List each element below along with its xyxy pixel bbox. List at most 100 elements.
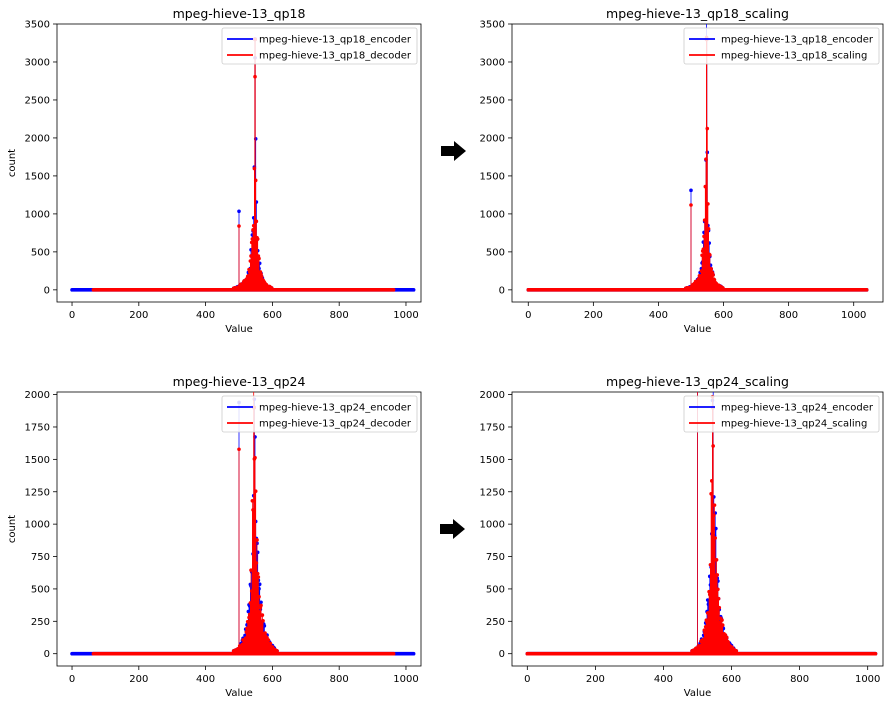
data-point [259, 275, 264, 279]
chart-panel-qp24: mpeg-hieve-13_qp24 0 200 400 600 800 1000 0 250 5… [7, 374, 422, 699]
data-point [707, 589, 711, 594]
data-point [263, 631, 267, 635]
y-tick-label: 0 [44, 285, 50, 296]
data-point [255, 571, 260, 576]
data-point [703, 631, 707, 635]
data-point [703, 624, 708, 629]
data-point [262, 624, 267, 628]
x-axis-label: Value [225, 688, 252, 699]
x-tick-label: 800 [779, 310, 798, 321]
x-tick-label: 1000 [393, 310, 418, 321]
legend-entry: mpeg-hieve-13_qp18_decoder [259, 51, 412, 62]
data-point [702, 218, 707, 222]
data-point [255, 550, 260, 555]
x-tick-label: 0 [69, 674, 75, 685]
data-point [255, 237, 260, 241]
data-point [248, 259, 253, 263]
y-tick-label: 1750 [480, 422, 505, 433]
y-tick-label: 1250 [480, 487, 505, 498]
legend-entry: mpeg-hieve-13_qp18_scaling [721, 51, 867, 62]
series-decoder [91, 37, 396, 292]
x-tick-label: 400 [649, 310, 668, 321]
data-point [708, 253, 712, 257]
data-point [245, 277, 249, 282]
data-point [704, 157, 708, 161]
data-point [259, 621, 264, 626]
data-point [246, 274, 251, 278]
data-point [705, 620, 709, 624]
data-point [253, 489, 258, 494]
data-point [716, 596, 721, 601]
y-tick-label: 750 [31, 552, 50, 563]
y-tick-label: 1000 [25, 520, 50, 531]
data-point [237, 224, 241, 228]
data-point [700, 641, 705, 646]
data-point [255, 538, 259, 542]
data-point [248, 601, 253, 605]
x-tick-label: 400 [654, 674, 673, 685]
y-tick-label: 250 [31, 617, 50, 628]
data-point [709, 491, 713, 496]
data-point [237, 447, 241, 452]
chart-title: mpeg-hieve-13_qp18 [173, 6, 306, 21]
data-point [720, 618, 724, 622]
data-point [247, 615, 251, 620]
data-point [714, 558, 719, 562]
chart-title: mpeg-hieve-13_qp18_scaling [606, 6, 789, 21]
data-point [689, 188, 693, 193]
x-tick-label: 200 [586, 674, 605, 685]
x-tick-label: 0 [525, 310, 531, 321]
data-point [245, 626, 249, 631]
x-tick-label: 1000 [841, 310, 866, 321]
data-point [249, 589, 254, 593]
data-point [260, 613, 265, 617]
data-point [709, 267, 713, 271]
y-tick-label: 3500 [480, 20, 505, 31]
y-tick-label: 500 [31, 247, 50, 258]
data-point [702, 234, 706, 239]
y-tick-label: 500 [486, 584, 505, 595]
data-point [257, 582, 262, 586]
y-tick-label: 1000 [25, 209, 50, 220]
y-tick-label: 1000 [480, 520, 505, 531]
legend-entry: mpeg-hieve-13_qp24_decoder [259, 419, 412, 430]
data-point [257, 594, 261, 599]
legend: mpeg-hieve-13_qp18_encoder mpeg-hieve-13_… [221, 27, 418, 65]
data-point [246, 609, 251, 614]
y-tick-label: 2000 [25, 390, 50, 401]
arrow-right-icon [441, 141, 466, 161]
data-point [720, 623, 725, 627]
data-point [708, 562, 713, 567]
y-tick-label: 2000 [25, 133, 50, 144]
y-tick-label: 3000 [480, 57, 505, 68]
data-point [261, 619, 265, 623]
data-point [250, 498, 255, 503]
data-point [259, 603, 263, 608]
plot-area [511, 23, 884, 303]
data-point [716, 587, 720, 592]
data-point [275, 649, 279, 653]
x-tick-label: 0 [524, 674, 530, 685]
data-point [243, 636, 248, 640]
y-tick-label: 0 [44, 649, 50, 660]
y-tick-label: 1500 [25, 455, 50, 466]
data-point [706, 227, 711, 231]
y-tick-label: 1000 [480, 209, 505, 220]
data-point [254, 561, 259, 565]
data-point [266, 638, 271, 642]
data-point [701, 637, 706, 642]
chart-panel-qp18-scaling: mpeg-hieve-13_qp18_scaling 0 200 400 600 800 1… [480, 6, 884, 335]
data-point [706, 611, 711, 615]
x-axis-label: Value [684, 324, 711, 335]
legend-entry: mpeg-hieve-13_qp18_encoder [259, 35, 412, 46]
x-tick-label: 400 [196, 310, 215, 321]
legend: mpeg-hieve-13_qp24_encoder mpeg-hieve-13_… [221, 395, 418, 433]
data-point [700, 253, 704, 258]
data-point [707, 592, 712, 597]
legend-entry: mpeg-hieve-13_qp24_scaling [721, 419, 867, 430]
y-tick-label: 0 [499, 649, 505, 660]
data-point [697, 277, 701, 281]
y-tick-label: 1500 [25, 171, 50, 182]
x-tick-label: 400 [196, 674, 215, 685]
